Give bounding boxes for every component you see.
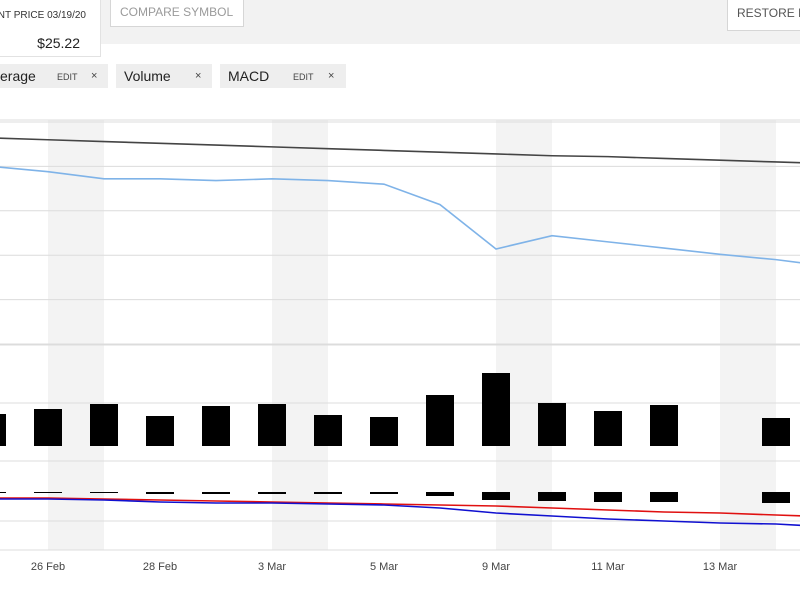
line <box>0 497 800 517</box>
x-tick-label: 26 Feb <box>31 561 65 573</box>
bar <box>482 492 510 500</box>
indicator-tab[interactable]: MACD EDIT × <box>220 64 346 88</box>
x-tick-label: 3 Mar <box>258 561 286 573</box>
price-value: $25.22 <box>37 35 80 51</box>
bar <box>34 409 62 446</box>
x-tick-label: 13 Mar <box>703 561 738 573</box>
line <box>0 137 800 164</box>
bar <box>538 492 566 501</box>
bar <box>90 404 118 446</box>
bar <box>538 403 566 446</box>
price-box: NT PRICE 03/19/20 $25.22 <box>0 0 101 57</box>
bar <box>146 416 174 446</box>
x-tick-label: 28 Feb <box>143 561 177 573</box>
week-band <box>272 120 328 550</box>
bar <box>0 492 6 493</box>
week-band <box>496 120 552 550</box>
indicator-tab[interactable]: erage EDIT × <box>0 64 108 88</box>
bar <box>370 417 398 446</box>
price-label: NT PRICE 03/19/20 <box>0 10 86 21</box>
bar <box>258 404 286 446</box>
tab-close[interactable]: × <box>91 70 98 82</box>
bar <box>34 492 62 493</box>
x-tick-label: 11 Mar <box>591 561 625 573</box>
bar <box>426 395 454 446</box>
bar <box>650 405 678 446</box>
tab-close[interactable]: × <box>328 70 335 82</box>
bar <box>762 418 790 446</box>
bar <box>314 492 342 494</box>
bar <box>426 492 454 496</box>
bar <box>0 414 6 446</box>
bar <box>202 406 230 446</box>
restore-button[interactable]: RESTORE D <box>727 0 800 31</box>
bar <box>314 415 342 446</box>
line <box>0 166 800 264</box>
bar <box>90 492 118 493</box>
bar <box>482 373 510 446</box>
bar <box>762 492 790 503</box>
bar <box>202 492 230 494</box>
bar <box>650 492 678 502</box>
line <box>0 498 800 527</box>
x-tick-label: 5 Mar <box>370 561 398 573</box>
week-band <box>720 120 776 550</box>
tab-edit[interactable]: EDIT <box>293 72 314 82</box>
bar <box>370 492 398 494</box>
x-tick-label: 9 Mar <box>482 561 510 573</box>
week-band <box>48 120 104 550</box>
compare-input[interactable]: COMPARE SYMBOL <box>110 0 244 27</box>
tab-edit[interactable]: EDIT <box>57 72 78 82</box>
tab-close[interactable]: × <box>195 70 202 82</box>
indicator-tab[interactable]: Volume × <box>116 64 212 88</box>
bar <box>594 492 622 502</box>
bar <box>258 492 286 494</box>
tab-name: MACD <box>228 68 270 84</box>
bar <box>146 492 174 494</box>
tab-name: Volume <box>124 68 171 84</box>
tab-name: erage <box>0 68 36 84</box>
bar <box>594 411 622 446</box>
